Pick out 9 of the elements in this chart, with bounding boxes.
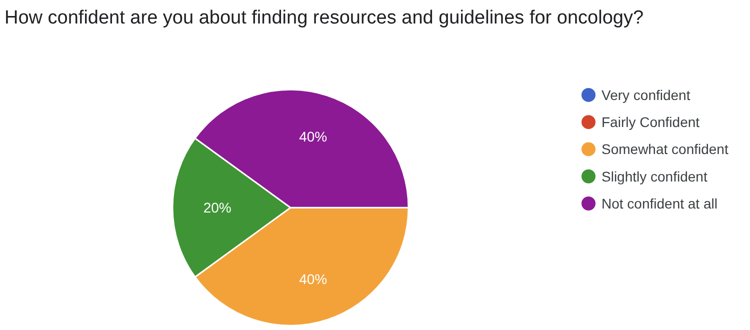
legend-label: Not confident at all [602,196,718,212]
data-label: 40% [299,128,328,144]
legend-label: Somewhat confident [602,141,728,158]
legend-label: Fairly Confident [602,114,700,130]
data-label: 40% [299,270,328,287]
chart-title: How confident are you about finding resources and guidelines for oncology? [4,8,644,28]
legend-label: Very confident [602,86,690,103]
data-label: 20% [203,200,232,216]
legend-label: Slightly confident [602,168,708,184]
